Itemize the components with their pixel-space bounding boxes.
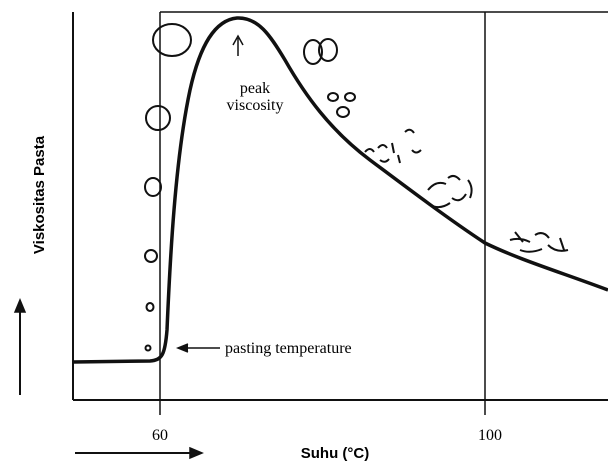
arrows	[13, 34, 244, 460]
y-axis-label: Viskositas Pasta	[31, 135, 48, 254]
peak-annotation: peak viscosity	[227, 80, 284, 114]
granules	[144, 23, 569, 352]
frame	[72, 11, 608, 415]
x-tick-label: 60	[152, 427, 168, 444]
x-tick-label: 100	[478, 427, 502, 444]
x-axis-label: Suhu (°C)	[301, 445, 369, 462]
viscosity-curve	[72, 16, 608, 364]
pasting-annotation: pasting temperature	[225, 340, 352, 357]
